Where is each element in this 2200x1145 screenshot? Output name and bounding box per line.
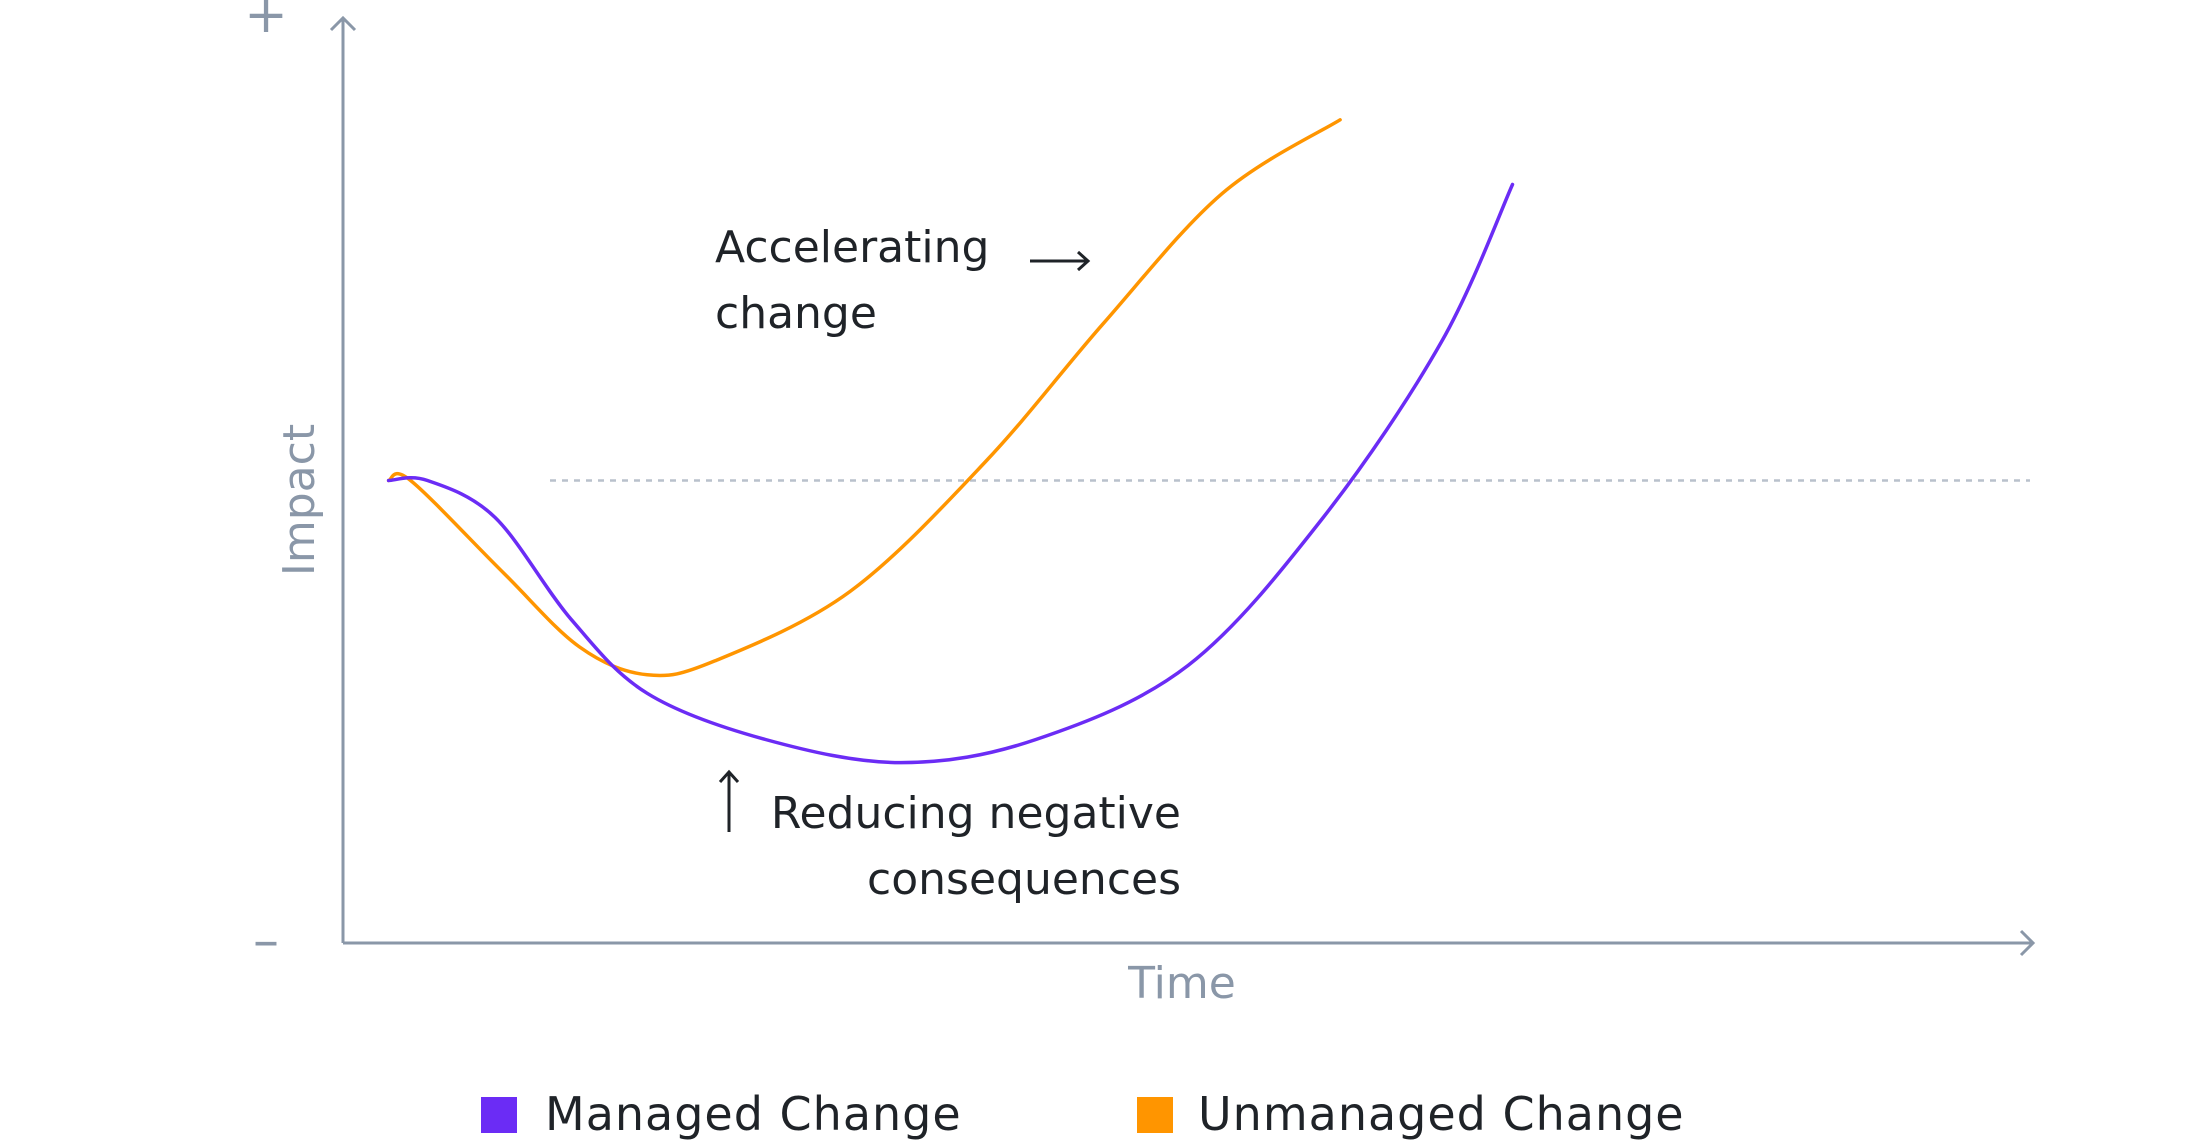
axes: + – Impact Time [244,0,2036,1009]
legend-label-managed: Managed Change [545,1087,962,1141]
y-axis-top-marker: + [244,0,288,45]
annotation-accelerating-line1: Accelerating [715,222,989,273]
y-axis-label: Impact [274,424,325,576]
legend-label-unmanaged: Unmanaged Change [1198,1087,1685,1141]
x-axis-label: Time [1127,958,1236,1009]
annotation-reducing-line2: consequences [867,854,1181,905]
legend-swatch-unmanaged [1137,1097,1173,1133]
arrow-up-icon [718,769,740,832]
series-line-unmanaged-change [386,118,1342,678]
annotation-accelerating-line2: change [715,288,877,339]
annotation-reducing: Reducing negative consequences [718,769,1181,905]
annotation-accelerating: Accelerating change [715,222,1091,339]
y-axis-arrowhead [329,15,357,32]
legend: Managed Change Unmanaged Change [481,1087,1685,1141]
series-layer [386,118,1515,765]
legend-swatch-managed [481,1097,517,1133]
x-axis-arrowhead [2019,929,2036,957]
arrow-right-icon [1030,250,1091,272]
series-line-managed-change [386,182,1515,765]
y-axis-bottom-marker: – [253,911,279,971]
annotation-reducing-line1: Reducing negative [771,788,1181,839]
